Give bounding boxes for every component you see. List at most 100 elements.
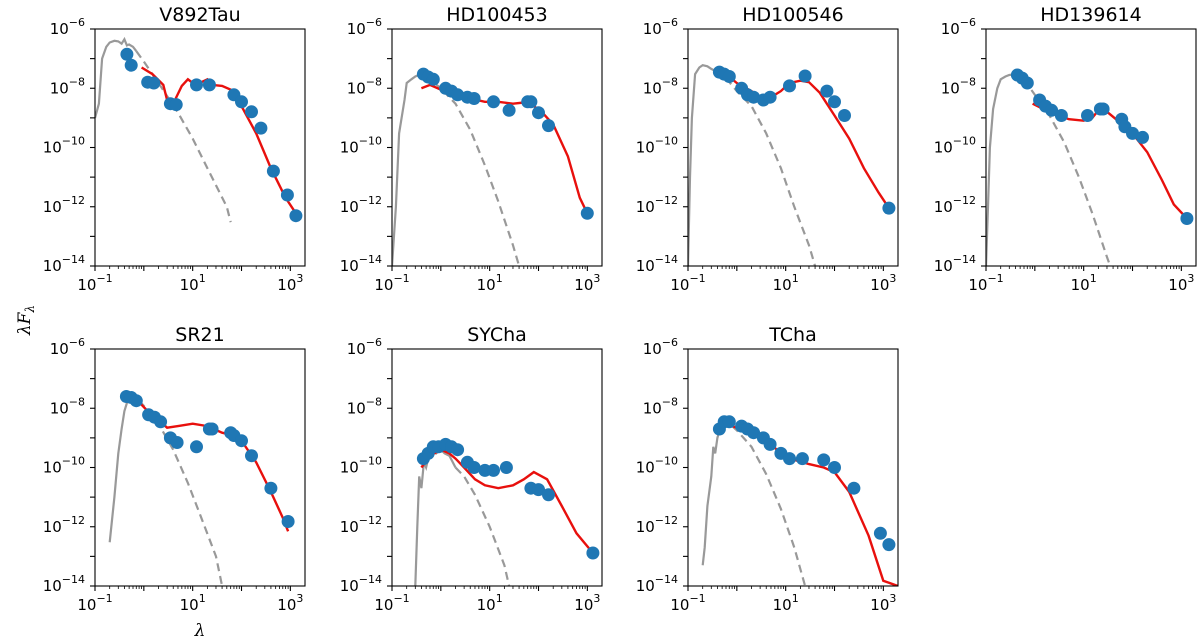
observation-point bbox=[795, 452, 809, 466]
x-tick-label: 103 bbox=[1168, 272, 1194, 294]
observation-point bbox=[120, 47, 134, 61]
plot-area bbox=[701, 415, 898, 586]
observation-point bbox=[124, 58, 138, 72]
observation-point bbox=[1096, 102, 1110, 116]
observation-point bbox=[828, 461, 841, 474]
y-tick-label: 10−14 bbox=[934, 253, 976, 275]
observation-point bbox=[154, 415, 168, 429]
observation-point bbox=[289, 209, 303, 223]
observation-point bbox=[235, 434, 248, 448]
y-tick-label: 10−14 bbox=[340, 253, 382, 275]
y-tick-label: 10−14 bbox=[43, 573, 85, 595]
observation-point bbox=[532, 106, 545, 120]
y-tick-label: 10−6 bbox=[50, 336, 85, 358]
observation-point bbox=[586, 546, 600, 560]
observation-point bbox=[245, 105, 258, 119]
plot-area bbox=[95, 36, 303, 223]
observation-point bbox=[798, 69, 812, 83]
x-tick-label: 103 bbox=[870, 272, 896, 294]
observation-point bbox=[147, 76, 161, 90]
plot-area bbox=[108, 390, 295, 586]
stellar-spectrum-line bbox=[986, 72, 1025, 266]
y-tick-label: 10−14 bbox=[43, 253, 85, 275]
y-tick-label: 10−10 bbox=[340, 455, 382, 477]
y-tick-label: 10−14 bbox=[636, 573, 678, 595]
y-tick-label: 10−10 bbox=[636, 455, 678, 477]
panel-title: SR21 bbox=[175, 324, 224, 346]
observation-point bbox=[487, 95, 500, 109]
y-tick-label: 10−12 bbox=[340, 514, 382, 536]
y-tick-label: 10−6 bbox=[347, 16, 382, 38]
observation-point bbox=[169, 98, 183, 112]
y-tick-label: 10−8 bbox=[941, 75, 976, 97]
observation-point bbox=[542, 488, 555, 502]
stellar-spectrum-line bbox=[701, 420, 733, 566]
observation-point bbox=[542, 119, 555, 133]
observation-point bbox=[205, 422, 219, 436]
x-tick-label: 101 bbox=[477, 592, 503, 614]
panel-title: HD100453 bbox=[446, 4, 547, 26]
observation-point bbox=[828, 95, 841, 109]
y-tick-label: 10−8 bbox=[347, 395, 382, 417]
panel-title: TCha bbox=[768, 324, 816, 346]
blackbody-dashed-line bbox=[1023, 78, 1112, 266]
observation-point bbox=[502, 103, 516, 117]
y-tick-label: 10−12 bbox=[934, 194, 976, 216]
observation-point bbox=[763, 90, 777, 104]
axes-frame bbox=[687, 28, 899, 267]
x-tick-label: 10−1 bbox=[670, 592, 705, 614]
observation-point bbox=[882, 538, 896, 552]
blackbody-dashed-line bbox=[725, 77, 817, 266]
axes-frame bbox=[391, 348, 603, 587]
x-tick-label: 10−1 bbox=[77, 272, 112, 294]
observation-point bbox=[532, 483, 545, 497]
axes-frame bbox=[391, 28, 603, 267]
observation-point bbox=[1020, 76, 1034, 90]
observation-point bbox=[873, 526, 887, 540]
y-tick-label: 10−8 bbox=[643, 75, 678, 97]
x-tick-label: 103 bbox=[574, 272, 600, 294]
observation-point bbox=[129, 394, 143, 408]
observation-point bbox=[264, 481, 278, 495]
observation-point bbox=[1054, 109, 1068, 122]
axes-frame bbox=[94, 348, 306, 587]
observation-point bbox=[467, 461, 481, 474]
y-tick-label: 10−10 bbox=[636, 135, 678, 157]
y-tick-label: 10−12 bbox=[340, 194, 382, 216]
y-tick-label: 10−14 bbox=[636, 253, 678, 275]
observation-point bbox=[426, 72, 440, 86]
axes-frame bbox=[94, 28, 306, 267]
observation-point bbox=[266, 164, 280, 178]
y-tick-label: 10−12 bbox=[43, 194, 85, 216]
blackbody-dashed-line bbox=[135, 50, 232, 223]
observation-point bbox=[763, 437, 777, 451]
x-tick-label: 101 bbox=[180, 272, 206, 294]
y-tick-label: 10−6 bbox=[347, 336, 382, 358]
x-tick-label: 10−1 bbox=[374, 592, 409, 614]
observation-point bbox=[783, 79, 796, 93]
y-tick-label: 10−6 bbox=[941, 16, 976, 38]
y-tick-label: 10−10 bbox=[43, 135, 85, 157]
observation-point bbox=[499, 461, 513, 474]
y-tick-label: 10−14 bbox=[340, 573, 382, 595]
observation-point bbox=[847, 481, 861, 495]
observation-point bbox=[1126, 126, 1139, 140]
x-axis-label: λ bbox=[194, 621, 206, 641]
y-tick-label: 10−12 bbox=[636, 194, 678, 216]
observation-point bbox=[245, 449, 258, 463]
observation-point bbox=[254, 121, 268, 135]
observation-point bbox=[467, 92, 481, 105]
panel-title: HD100546 bbox=[742, 4, 843, 26]
stellar-spectrum-line bbox=[392, 72, 435, 266]
observation-point bbox=[882, 201, 896, 215]
axes-frame bbox=[985, 28, 1197, 267]
observation-point bbox=[451, 443, 465, 457]
stellar-spectrum-line bbox=[414, 447, 457, 586]
stellar-spectrum-line bbox=[95, 36, 138, 119]
observation-point bbox=[281, 515, 295, 528]
